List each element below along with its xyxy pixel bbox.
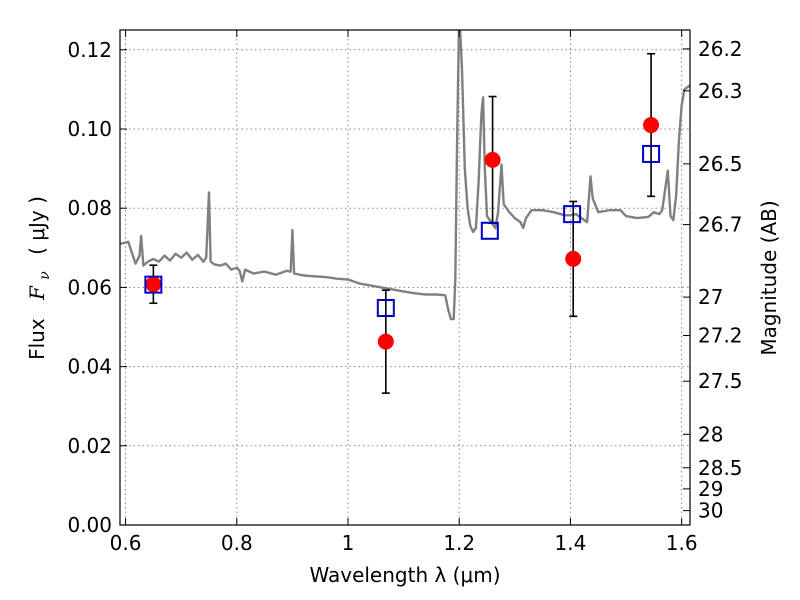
axis-ticks: 0.6 0.8 1 1.2 1.4 1.6 0.00 0.02 0.04 0.06 0.08 0.10… [67,30,743,555]
x-tick-label: 1.2 [443,531,475,555]
observed-points [145,117,660,350]
model-points [144,144,661,317]
spectrum [120,30,690,321]
y-label-unit: ( μJy ) [25,196,49,255]
y2-tick-label: 27.5 [698,369,743,393]
x-tick-label: 1.4 [555,531,587,555]
observed-point [565,250,582,267]
y-tick-label: 0.04 [67,355,112,379]
y2-tick-label: 28 [698,422,723,446]
y-axis-label: Flux F ν ( μJy ) [25,196,54,360]
plot-frame [119,29,691,526]
y-label-flux: Flux [25,318,49,360]
y2-tick-label: 29 [698,477,723,501]
y-tick-label: 0.08 [67,196,112,220]
observed-point [643,117,660,134]
model-point [642,144,661,163]
y-tick-label: 0.06 [67,275,112,299]
y-tick-label: 0.02 [67,434,112,458]
y-tick-label: 0.12 [67,38,112,62]
plot-area [120,30,690,525]
observed-point [377,333,394,350]
model-point [144,275,163,294]
y2-tick-label: 30 [698,499,723,523]
model-point [480,221,499,240]
observed-point [145,276,162,293]
x-axis-label: Wavelength λ (μm) [309,563,500,587]
y-tick-label: 0.10 [67,117,112,141]
x-tick-label: 0.8 [221,531,253,555]
y2-tick-label: 26.7 [698,213,743,237]
spectrum-line [120,30,690,321]
grid [120,30,690,525]
y2-tick-label: 28.5 [698,456,743,480]
y-label-f: F [25,285,49,301]
y2-tick-label: 26.2 [698,37,743,61]
y2-tick-label: 26.5 [698,152,743,176]
y2-axis-label: Magnitude (AB) [757,200,781,355]
x-tick-label: 0.6 [110,531,142,555]
x-tick-label: 1 [342,531,355,555]
y2-tick-label: 26.3 [698,79,743,103]
model-point [563,205,582,224]
x-tick-label: 1.6 [666,531,698,555]
y-tick-label: 0.00 [67,513,112,537]
observed-point [484,151,501,168]
y2-tick-label: 27.2 [698,323,743,347]
y2-tick-label: 27 [698,285,723,309]
y-label-nu: ν [37,271,53,280]
model-point [376,298,395,317]
